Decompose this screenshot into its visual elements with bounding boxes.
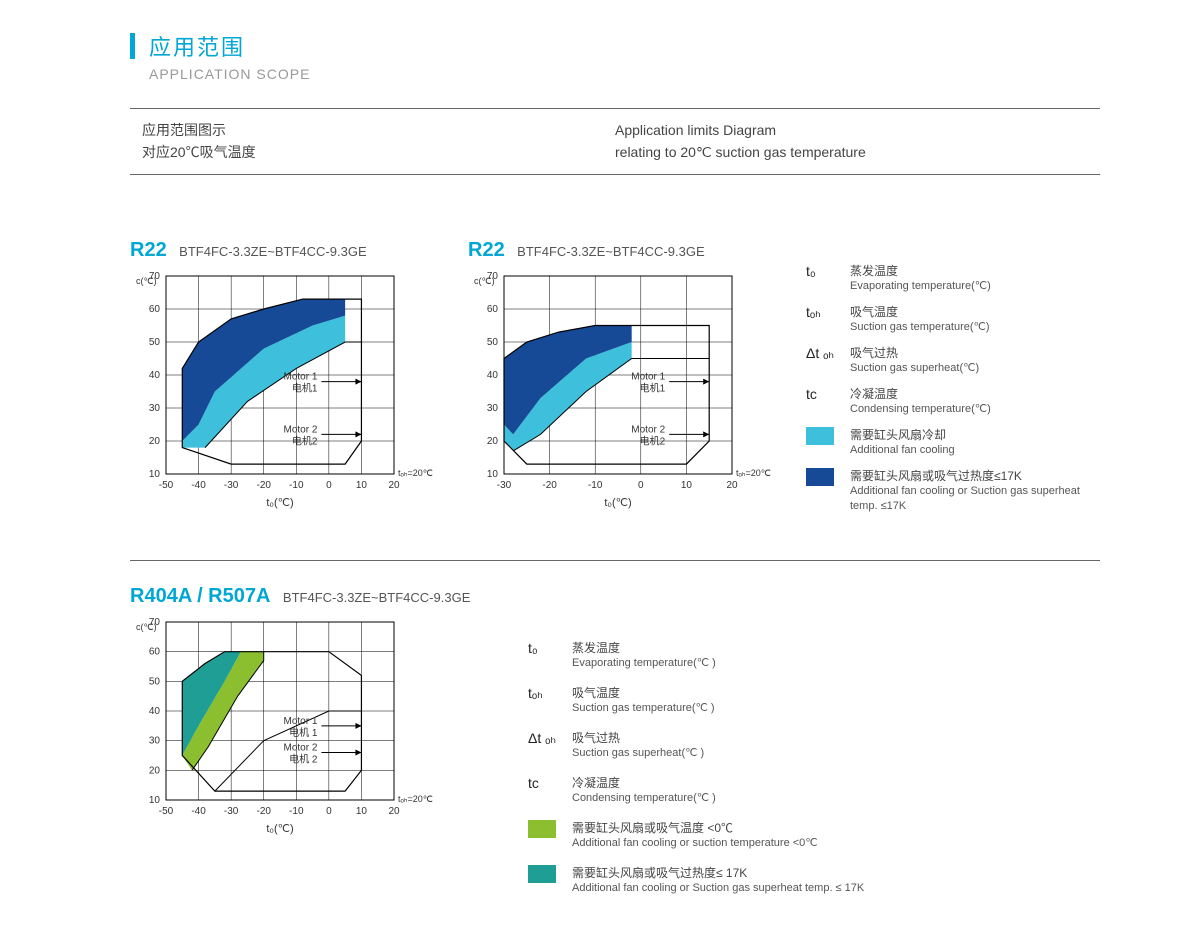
svg-text:Motor 1: Motor 1 xyxy=(284,716,318,727)
r404-row: -50-40-30-20-100102010203040506070Motor … xyxy=(130,616,1100,910)
svg-text:Motor 2: Motor 2 xyxy=(284,742,318,753)
svg-text:电机 1: 电机 1 xyxy=(289,726,318,739)
r22-chart-1: R22 BTF4FC-3.3ZE~BTF4CC-9.3GE -50 -40 -30 -… xyxy=(130,239,440,510)
svg-text:-30: -30 xyxy=(224,806,239,817)
r22-1-svg: -50-40-30-20-100102010203040506070Motor … xyxy=(130,270,440,510)
svg-text:tₒₕ=20℃: tₒₕ=20℃ xyxy=(398,468,433,478)
svg-text:50: 50 xyxy=(149,676,161,687)
svg-text:c(℃): c(℃) xyxy=(136,276,157,286)
r22-1-models: BTF4FC-3.3ZE~BTF4CC-9.3GE xyxy=(179,244,366,259)
svg-text:50: 50 xyxy=(149,337,161,348)
svg-text:Motor 1: Motor 1 xyxy=(631,371,665,382)
meta-row: 应用范围图示 对应20℃吸气温度 Application limits Diag… xyxy=(130,108,1100,175)
svg-text:20: 20 xyxy=(726,480,738,491)
swatch-teal xyxy=(528,865,556,883)
r22-2-refr: R22 xyxy=(468,239,505,261)
title-english: APPLICATION SCOPE xyxy=(149,66,1100,82)
meta-left-l2: 对应20℃吸气温度 xyxy=(142,141,615,163)
svg-text:电机2: 电机2 xyxy=(640,434,666,447)
svg-text:20: 20 xyxy=(388,480,400,491)
svg-text:Motor 2: Motor 2 xyxy=(284,424,318,435)
svg-text:20: 20 xyxy=(388,806,400,817)
meta-left-l1: 应用范围图示 xyxy=(142,119,615,141)
r404-refr: R404A / R507A xyxy=(130,585,270,607)
svg-text:60: 60 xyxy=(149,304,161,315)
legend-r22: t₀蒸发温度Evaporating temperature(℃) tₒₕ吸气温度… xyxy=(806,239,1100,524)
meta-right-l1: Application limits Diagram xyxy=(615,119,1088,141)
svg-text:20: 20 xyxy=(149,436,161,447)
svg-text:-30: -30 xyxy=(497,480,512,491)
svg-text:-10: -10 xyxy=(289,480,304,491)
svg-text:-20: -20 xyxy=(256,806,271,817)
svg-text:20: 20 xyxy=(487,436,499,447)
svg-text:10: 10 xyxy=(356,480,368,491)
svg-text:0: 0 xyxy=(638,480,644,491)
r22-2-models: BTF4FC-3.3ZE~BTF4CC-9.3GE xyxy=(517,244,704,259)
svg-text:-40: -40 xyxy=(191,806,206,817)
svg-text:30: 30 xyxy=(487,403,499,414)
svg-text:tₒₕ=20℃: tₒₕ=20℃ xyxy=(398,794,433,804)
svg-text:30: 30 xyxy=(149,735,161,746)
svg-text:10: 10 xyxy=(681,480,693,491)
meta-right-l2: relating to 20℃ suction gas temperature xyxy=(615,141,1088,163)
svg-text:电机2: 电机2 xyxy=(292,434,318,447)
r22-row: R22 BTF4FC-3.3ZE~BTF4CC-9.3GE -50 -40 -30 -… xyxy=(130,239,1100,524)
meta-left: 应用范围图示 对应20℃吸气温度 xyxy=(142,119,615,164)
svg-text:30: 30 xyxy=(149,403,161,414)
svg-text:-10: -10 xyxy=(588,480,603,491)
svg-text:-50: -50 xyxy=(159,480,174,491)
svg-text:10: 10 xyxy=(356,806,368,817)
svg-text:0: 0 xyxy=(326,480,332,491)
svg-text:0: 0 xyxy=(326,806,332,817)
svg-text:Motor 2: Motor 2 xyxy=(631,424,665,435)
svg-text:t₀(℃): t₀(℃) xyxy=(266,823,293,835)
separator xyxy=(130,560,1100,561)
svg-text:t₀(℃): t₀(℃) xyxy=(266,497,293,509)
svg-text:10: 10 xyxy=(149,795,161,806)
svg-text:-30: -30 xyxy=(224,480,239,491)
svg-text:c(℃): c(℃) xyxy=(474,276,495,286)
svg-text:-20: -20 xyxy=(256,480,271,491)
title-chinese: 应用范围 xyxy=(149,30,245,62)
svg-text:Motor 1: Motor 1 xyxy=(284,371,318,382)
svg-text:电机1: 电机1 xyxy=(640,381,666,394)
swatch-green xyxy=(528,820,556,838)
r22-1-refr: R22 xyxy=(130,239,167,261)
meta-right: Application limits Diagram relating to 2… xyxy=(615,119,1088,164)
svg-text:50: 50 xyxy=(487,337,499,348)
r22-2-svg: -30-20-100102010203040506070Motor 1电机1Mo… xyxy=(468,270,778,510)
svg-text:c(℃): c(℃) xyxy=(136,622,157,632)
svg-text:60: 60 xyxy=(487,304,499,315)
svg-text:10: 10 xyxy=(149,469,161,480)
svg-text:t₀(℃): t₀(℃) xyxy=(604,497,631,509)
svg-text:-10: -10 xyxy=(289,806,304,817)
svg-text:-50: -50 xyxy=(159,806,174,817)
svg-text:40: 40 xyxy=(149,706,161,717)
swatch-lightblue xyxy=(806,427,834,445)
svg-text:电机 2: 电机 2 xyxy=(289,752,318,765)
svg-text:60: 60 xyxy=(149,646,161,657)
r404-chart: -50-40-30-20-100102010203040506070Motor … xyxy=(130,616,440,836)
r404-heading: R404A / R507A BTF4FC-3.3ZE~BTF4CC-9.3GE xyxy=(130,585,1100,608)
r404-models: BTF4FC-3.3ZE~BTF4CC-9.3GE xyxy=(283,590,470,605)
svg-text:电机1: 电机1 xyxy=(292,381,318,394)
svg-text:-20: -20 xyxy=(542,480,557,491)
legend-r404: t₀蒸发温度Evaporating temperature(℃ ) tₒₕ吸气温… xyxy=(528,616,1100,910)
svg-text:-40: -40 xyxy=(191,480,206,491)
svg-text:tₒₕ=20℃: tₒₕ=20℃ xyxy=(736,468,771,478)
svg-text:10: 10 xyxy=(487,469,499,480)
swatch-darkblue xyxy=(806,468,834,486)
svg-text:20: 20 xyxy=(149,765,161,776)
svg-text:40: 40 xyxy=(487,370,499,381)
r22-chart-2: R22 BTF4FC-3.3ZE~BTF4CC-9.3GE -30 -20 -10 0… xyxy=(468,239,778,510)
r404-svg: -50-40-30-20-100102010203040506070Motor … xyxy=(130,616,440,836)
accent-bar xyxy=(130,33,135,59)
svg-text:40: 40 xyxy=(149,370,161,381)
section-title: 应用范围 xyxy=(130,30,1100,62)
